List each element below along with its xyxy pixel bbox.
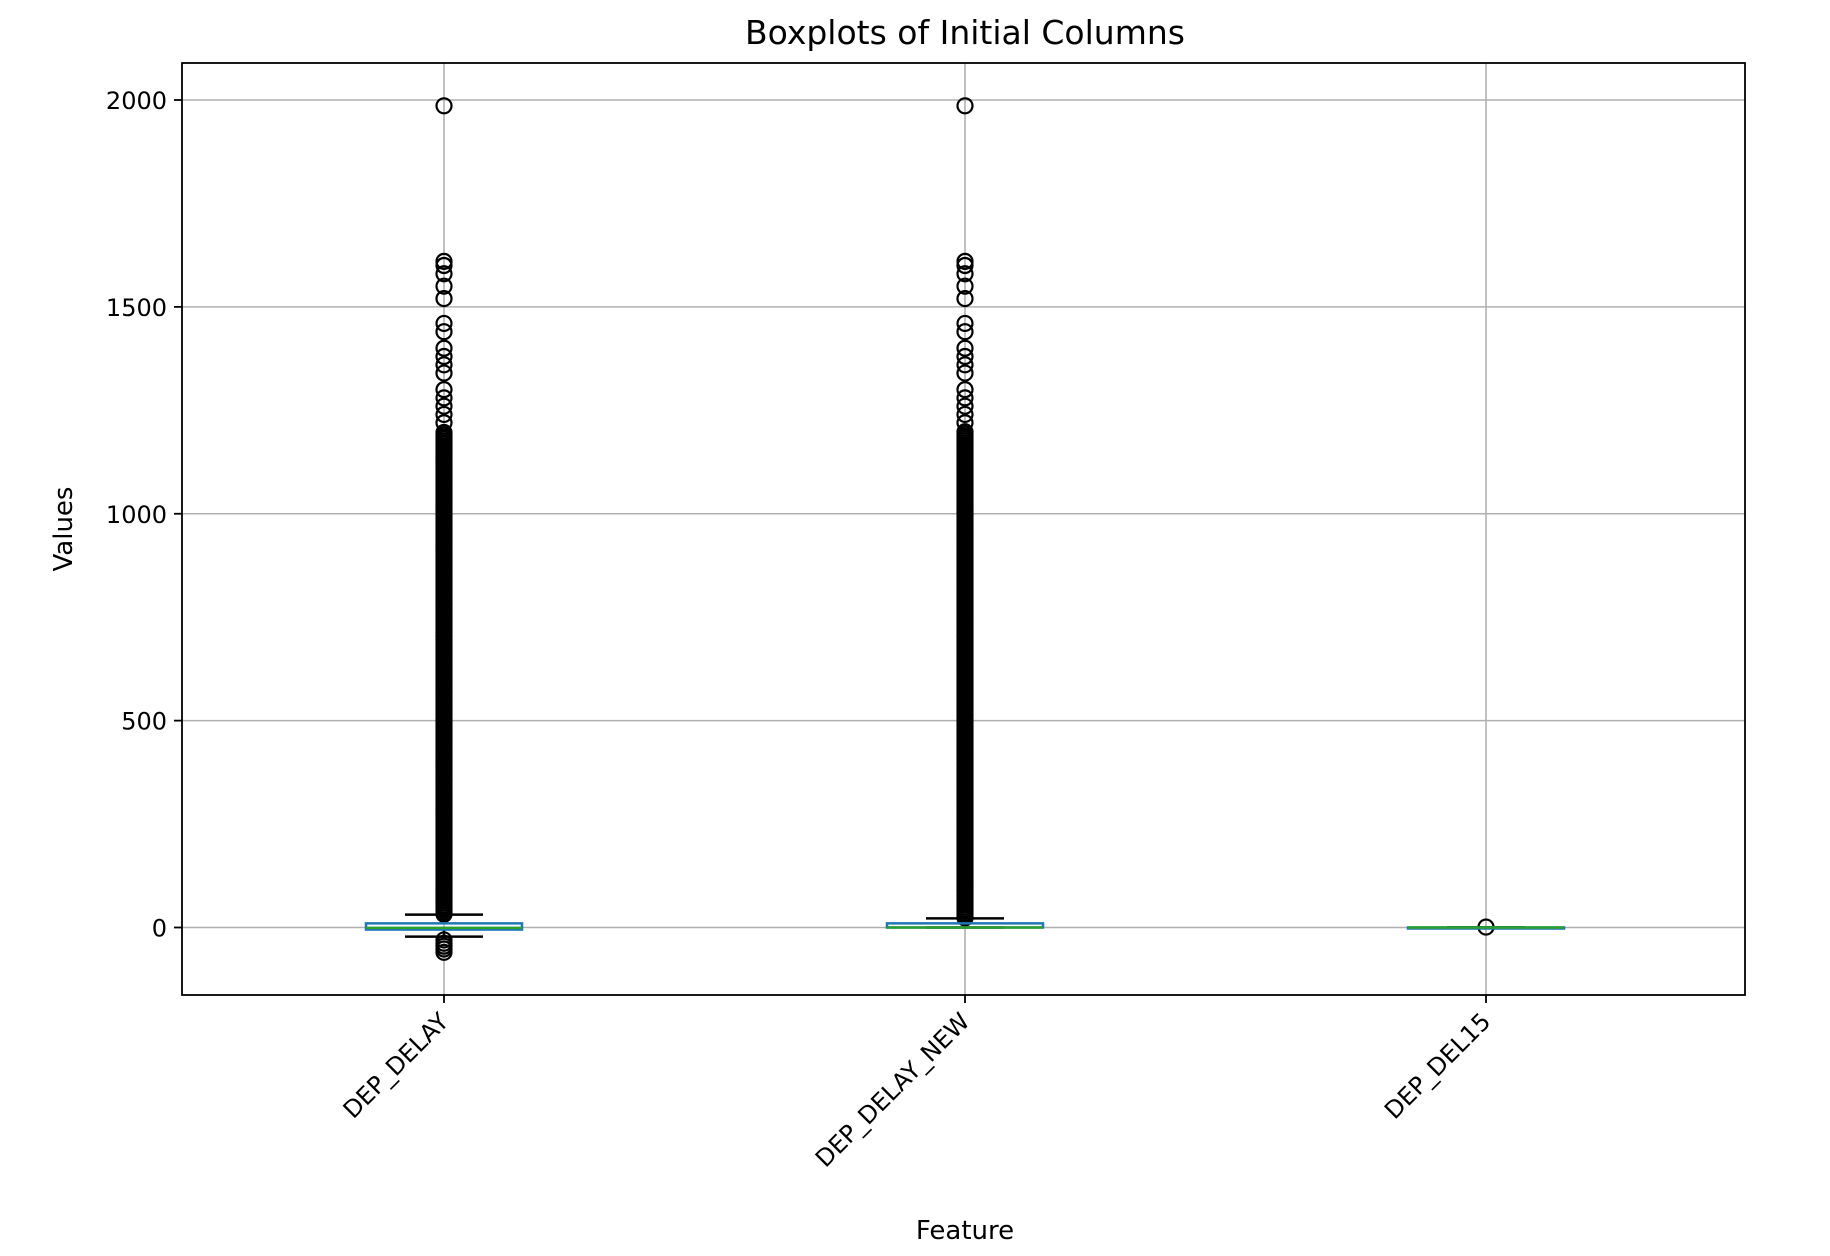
y-tick-label: 1000 — [106, 501, 167, 529]
x-tick-label: DEP_DELAY_NEW — [810, 1007, 975, 1172]
outlier-point — [435, 397, 453, 415]
box-group — [364, 97, 524, 961]
outlier-point — [956, 423, 974, 441]
plot-frame — [181, 62, 1746, 996]
x-tick-label: DEP_DEL15 — [1379, 1007, 1496, 1124]
outlier-point — [956, 339, 974, 357]
outlier-point — [956, 389, 974, 407]
box-group — [885, 97, 1045, 929]
outlier-point — [956, 414, 974, 432]
y-tick-label: 2000 — [106, 87, 167, 115]
boxes-layer — [364, 97, 1566, 961]
outlier-point — [956, 277, 974, 295]
chart-title: Boxplots of Initial Columns — [745, 13, 1185, 52]
outlier-point — [956, 323, 974, 341]
x-axis-label: Feature — [916, 1216, 1014, 1246]
outlier-point — [956, 265, 974, 283]
outlier-point — [956, 314, 974, 333]
outlier-point — [956, 364, 974, 382]
outlier-point — [435, 323, 453, 341]
y-tick-label: 1500 — [106, 294, 167, 322]
x-tick-label: DEP_DELAY — [338, 1007, 455, 1124]
outlier-point — [956, 405, 974, 424]
outlier-point — [956, 397, 974, 415]
outlier-point — [435, 347, 453, 366]
outlier-point — [435, 356, 453, 374]
outlier-point — [435, 265, 453, 283]
outlier-point — [956, 97, 974, 115]
outlier-point — [435, 364, 453, 382]
outlier-point — [435, 314, 453, 333]
outlier-point — [956, 252, 974, 270]
y-axis-ticks: 0 500 1000 1500 2000 — [106, 87, 182, 943]
outlier-point — [435, 389, 453, 407]
y-tick-label: 500 — [121, 708, 167, 736]
outlier-point — [435, 405, 453, 424]
outlier-point — [956, 347, 974, 366]
x-axis-ticks: DEP_DELAY DEP_DELAY_NEW DEP_DEL15 — [338, 995, 1496, 1173]
outlier-point — [435, 277, 453, 295]
outlier-point — [956, 356, 974, 374]
outlier-point — [435, 414, 453, 432]
outlier-point — [435, 97, 453, 115]
outlier-point — [956, 381, 974, 399]
y-axis-label: Values — [49, 487, 79, 572]
box-group — [1406, 918, 1566, 936]
outlier-point — [435, 943, 453, 961]
outlier-point — [435, 423, 453, 442]
outlier-point — [435, 252, 453, 270]
outlier-point — [956, 290, 974, 308]
outlier-point — [435, 339, 453, 357]
y-tick-label: 0 — [152, 915, 167, 943]
outlier-point — [435, 381, 453, 399]
outlier-point — [435, 290, 453, 308]
box-iqr — [364, 922, 524, 931]
